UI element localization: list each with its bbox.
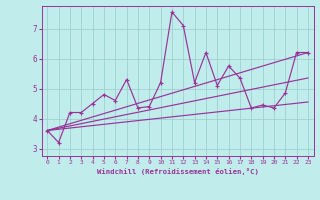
X-axis label: Windchill (Refroidissement éolien,°C): Windchill (Refroidissement éolien,°C) bbox=[97, 168, 259, 175]
